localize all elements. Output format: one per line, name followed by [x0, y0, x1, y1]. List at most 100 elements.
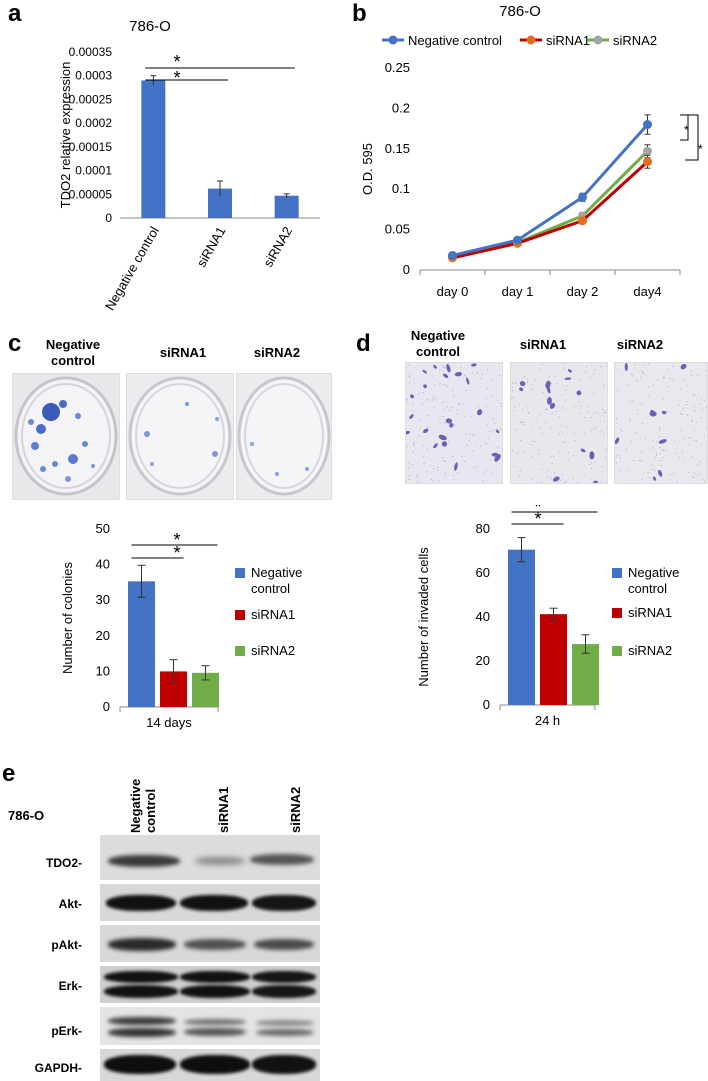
data-point: [578, 192, 587, 202]
invaded-cell: [494, 454, 501, 462]
panel-d-chart: 0 20 40 60 80 24 h ** Number of invaded cells Ne…: [416, 505, 679, 728]
data-point: [643, 146, 652, 156]
invasion-photo-sirna2: [614, 362, 708, 484]
y-tick-label: 80: [476, 521, 490, 536]
invaded-cell: [615, 437, 620, 445]
blot-row-gapdh: [100, 1049, 320, 1081]
blot-lane-labels: Negative control siRNA1 siRNA2: [128, 779, 303, 833]
x-tick-label: day 1: [502, 284, 534, 299]
legend-swatch: [612, 608, 622, 618]
panel-d-photo-label-sirna1: siRNA1: [519, 337, 567, 352]
panel-b-title: 786-O: [499, 3, 541, 20]
invaded-cell: [658, 439, 667, 444]
x-axis-label: 24 h: [535, 713, 560, 728]
invaded-cell: [580, 448, 586, 453]
bar-sirna1: [540, 614, 567, 705]
blot-row-perk: [100, 1007, 320, 1045]
invaded-cell: [624, 363, 628, 372]
legend-label: siRNA2: [613, 33, 657, 48]
invaded-cell: [441, 441, 448, 447]
significance-star: *: [173, 543, 180, 563]
panel-d-photo-label-sirna2: siRNA2: [616, 337, 664, 352]
invaded-cell: [423, 428, 429, 434]
svg-text:control: control: [143, 789, 158, 833]
x-axis-label: 14 days: [146, 715, 192, 730]
invaded-cell: [495, 429, 500, 434]
y-tick-label: 0.0003: [75, 69, 112, 83]
legend-marker: [593, 35, 603, 45]
y-tick-label: 0: [483, 697, 490, 712]
series-line-sirna2: [452, 150, 649, 259]
panel-a-chart: 0 0.00005 0.0001 0.00015 0.0002 0.00025 0.0003…: [58, 45, 320, 313]
y-axis-label: O.D. 595: [360, 143, 375, 195]
blot-row-tdo2: [100, 835, 320, 880]
x-tick-label: day4: [633, 284, 661, 299]
blot-row-akt: [100, 884, 320, 921]
panel-letter-c: c: [8, 330, 22, 357]
legend-marker: [526, 35, 536, 45]
bar-negative-control: [508, 549, 535, 705]
x-tick-label: day 0: [437, 284, 469, 299]
invaded-cell: [438, 434, 447, 441]
y-axis-label: Number of invaded cells: [416, 547, 431, 687]
series-line-negative-control: [452, 123, 649, 257]
invaded-cell: [547, 397, 552, 405]
invaded-cell: [471, 363, 477, 367]
invaded-cell: [549, 403, 556, 409]
significance-star: *: [173, 530, 180, 550]
data-point: [643, 120, 652, 130]
y-tick-label: 0.00005: [69, 187, 113, 201]
panel-c-photo-label-sirna2: siRNA2: [253, 345, 301, 360]
significance-star: *: [534, 509, 541, 529]
legend-label: siRNA1: [628, 605, 672, 620]
y-tick-label: 50: [96, 521, 110, 536]
significance-star: *: [684, 123, 689, 137]
y-tick-label: 20: [96, 628, 110, 643]
legend-label: Negative control: [408, 33, 502, 48]
invaded-cell: [454, 371, 462, 377]
x-tick-label: siRNA2: [260, 224, 295, 270]
legend-marker: [388, 35, 398, 45]
panel-letter-b: b: [352, 0, 367, 27]
invaded-cell: [406, 430, 410, 435]
y-tick-label: 0.00015: [69, 140, 113, 154]
y-tick-label: 40: [96, 557, 110, 572]
blot-label-perk: pErk-: [51, 1024, 82, 1038]
invaded-cell: [652, 476, 657, 481]
blot-row-erk: [100, 966, 320, 1003]
y-tick-label: 0.05: [385, 222, 410, 237]
blot-label-akt: Akt-: [58, 897, 82, 911]
invaded-cell: [564, 377, 572, 380]
invaded-cell: [657, 469, 663, 477]
invaded-cell: [680, 363, 687, 370]
panel-d-photo-label-negative-control: Negative control: [410, 328, 466, 359]
lane-label-sirna1: siRNA1: [216, 787, 231, 833]
invaded-cell: [446, 363, 451, 373]
y-tick-label: 10: [96, 663, 110, 678]
invaded-cell: [545, 380, 551, 389]
panel-letter-d: d: [356, 330, 371, 357]
blot-label-tdo2: TDO2-: [46, 856, 82, 870]
invasion-photo-negative-control: [405, 362, 503, 484]
invaded-cell: [552, 476, 560, 482]
invaded-cell: [593, 480, 598, 483]
y-tick-label: 0: [103, 699, 110, 714]
colony-photo-negative-control: [12, 373, 120, 500]
colony-photo-sirna2: [236, 373, 332, 500]
invaded-cell: [442, 373, 449, 378]
invaded-cell: [433, 443, 438, 449]
y-tick-label: 60: [476, 565, 490, 580]
panel-c-photo-label-negative-control: Negative control: [45, 337, 101, 368]
blot-label-pakt: pAkt-: [51, 938, 82, 952]
legend-swatch: [612, 646, 622, 656]
panel-letter-a: a: [8, 0, 22, 27]
blot-label-gapdh: GAPDH-: [34, 1061, 82, 1075]
invaded-cell: [445, 418, 453, 424]
legend-label: siRNA2: [251, 643, 295, 658]
invaded-cell: [409, 414, 414, 419]
x-tick-label: siRNA1: [194, 224, 229, 270]
significance-star: *: [534, 505, 541, 517]
y-tick-label: 0.1: [392, 181, 410, 196]
y-tick-label: 0.0001: [75, 164, 112, 178]
y-tick-label: 0.15: [385, 141, 410, 156]
